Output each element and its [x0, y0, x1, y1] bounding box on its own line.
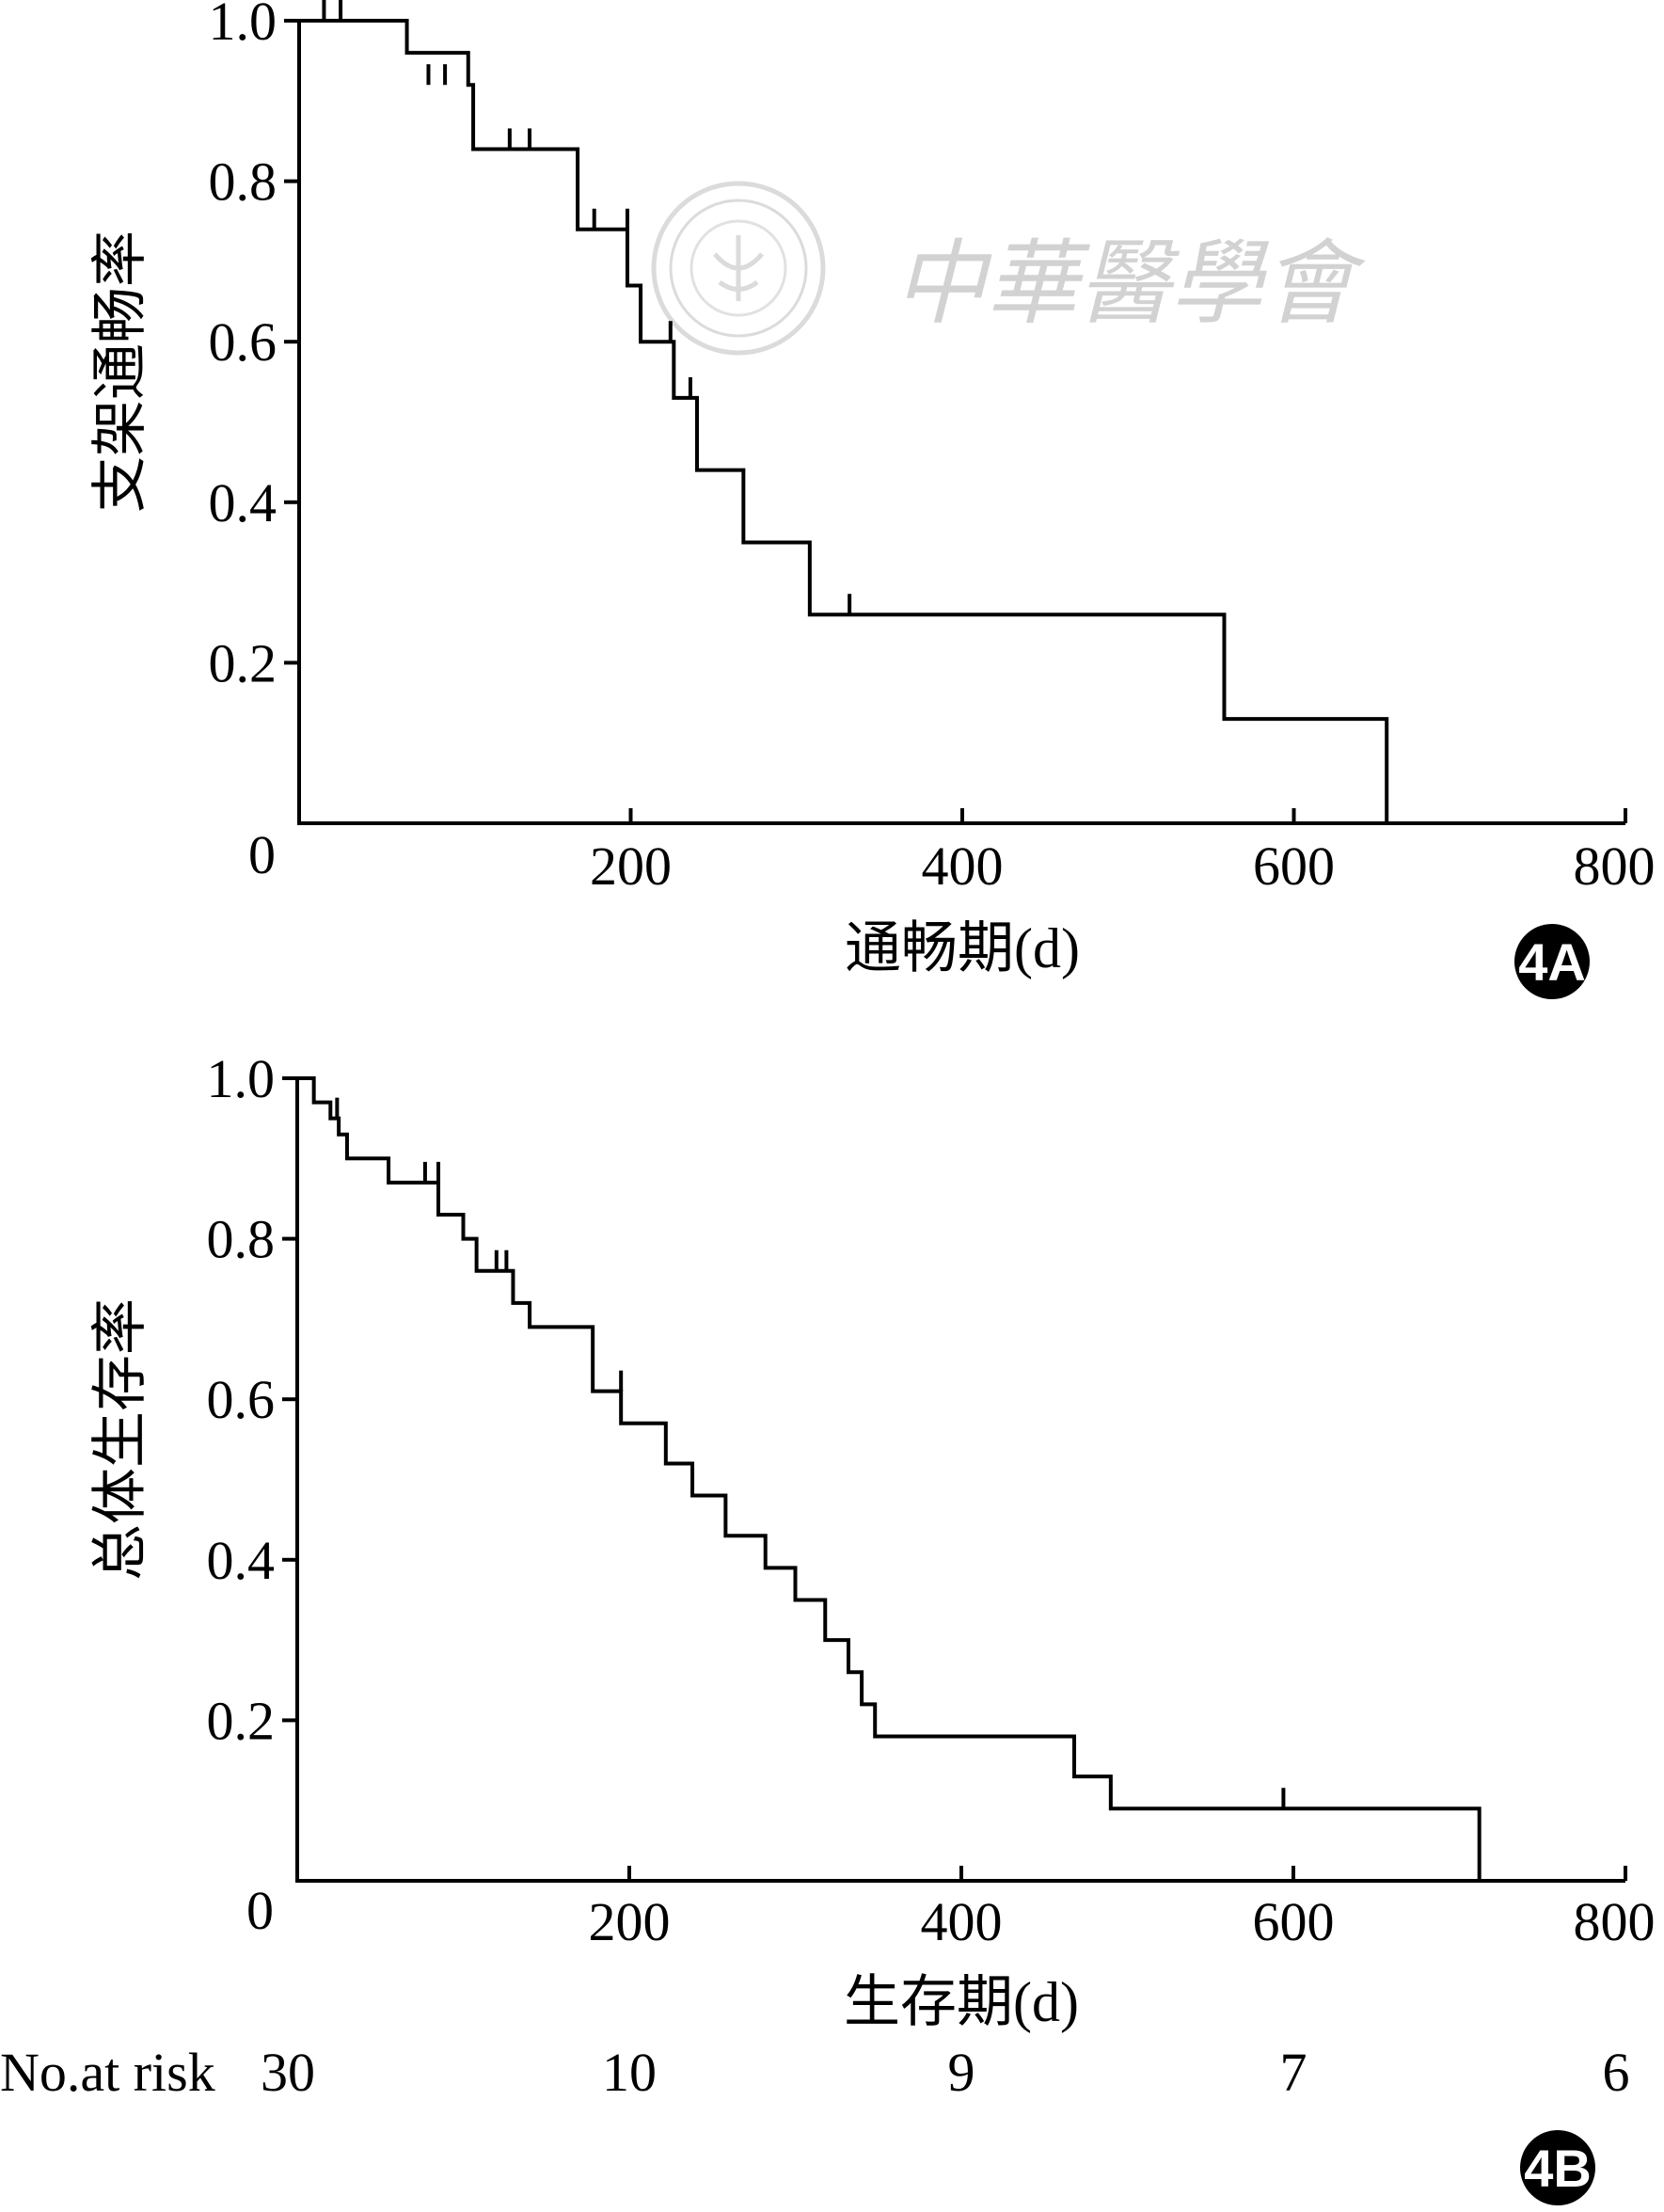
x-tick-label: 400: [921, 1891, 1003, 1952]
chart-4a: 0.2 0.4 0.6 0.8 1.0 0 200 400 600 800 通畅期(d) 支架通畅率 4…: [89, 0, 1656, 999]
watermark-text: 中華醫學會: [894, 231, 1366, 338]
x-tick-label: 600: [1253, 835, 1335, 897]
risk-count: 7: [1280, 2042, 1307, 2103]
y-tick-label: 1.0: [209, 0, 277, 52]
watermark: 中華醫學會: [651, 181, 1366, 356]
badge-circle: [1520, 2130, 1595, 2205]
y-tick-label: 0.2: [209, 632, 277, 693]
y-tick-label: 0.4: [207, 1530, 276, 1591]
chart-4b: 0.2 0.4 0.6 0.8 1.0 0 200 400 600 800 生存期(d) 总体生存率 N…: [0, 1048, 1656, 2205]
y-tick-label: 0.4: [209, 472, 277, 533]
badge-circle: [1514, 924, 1590, 999]
x-tick-label: 400: [922, 835, 1004, 897]
y-axis-label: 支架通畅率: [89, 231, 151, 513]
panel-badge: 4A: [1514, 924, 1590, 999]
panel-badge: 4B: [1520, 2130, 1595, 2205]
axes-lines: [295, 1076, 1625, 1883]
society-seal-icon: [651, 181, 826, 356]
y-tick-label: 0.8: [207, 1209, 276, 1270]
x-tick-label: 200: [590, 835, 672, 897]
risk-count: 6: [1603, 2042, 1630, 2103]
x-tick-label: 200: [589, 1891, 671, 1952]
risk-count: 30: [261, 2042, 315, 2103]
survival-step-line: [297, 1076, 1482, 1881]
badge-label: 4B: [1524, 2139, 1592, 2198]
x-tick-label: 800: [1574, 835, 1656, 897]
x-tick-label: 600: [1253, 1891, 1335, 1952]
y-tick-label: 0.2: [207, 1690, 276, 1751]
x-axis-label: 生存期(d): [844, 1971, 1079, 2033]
y-tick-label: 1.0: [207, 1048, 276, 1109]
axes-lines: [297, 19, 1625, 825]
risk-count: 10: [602, 2042, 657, 2103]
y-tick-label: 0.8: [209, 151, 277, 213]
x-axis-label: 通畅期(d): [845, 917, 1080, 979]
risk-table-label: No.at risk: [0, 2042, 215, 2103]
badge-label: 4A: [1518, 932, 1586, 992]
x-tick-label: 0: [248, 824, 276, 885]
x-tick-label: 800: [1574, 1891, 1656, 1952]
x-tick-label: 0: [246, 1880, 274, 1941]
y-tick-label: 0.6: [209, 311, 277, 373]
risk-count: 9: [948, 2042, 975, 2103]
y-axis-label: 总体生存率: [89, 1298, 151, 1581]
y-tick-label: 0.6: [207, 1369, 276, 1430]
survival-step-line: [299, 19, 1389, 823]
